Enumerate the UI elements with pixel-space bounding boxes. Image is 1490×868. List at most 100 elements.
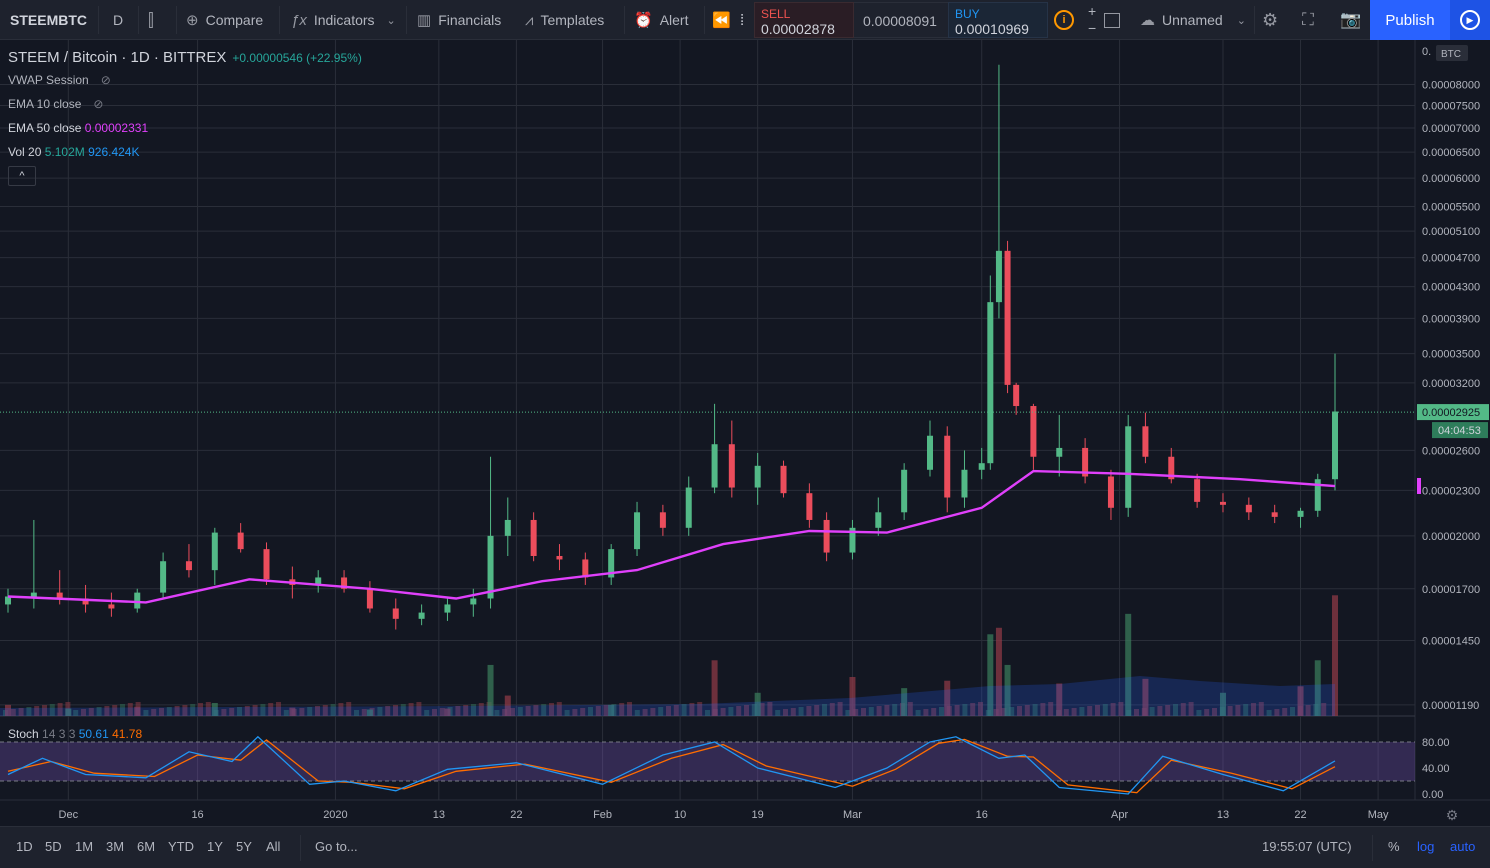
candle-body: [875, 512, 882, 528]
chart-style-button[interactable]: ⫿: [148, 0, 161, 40]
camera-icon: 📷: [1340, 10, 1362, 29]
time-tick-label: 22: [510, 809, 522, 821]
volume-bar: [954, 705, 960, 716]
publish-menu-button[interactable]: ▶: [1450, 0, 1490, 40]
symbol-search[interactable]: STEEMBTC: [10, 0, 87, 40]
sell-button[interactable]: SELL 0.00002878: [754, 2, 854, 38]
volume-bar: [65, 708, 72, 716]
layout-name-button[interactable]: ☁ Unnamed ⌄: [1140, 0, 1253, 40]
volume-bar: [876, 706, 882, 716]
volume-bar: [151, 709, 157, 716]
candle-body: [5, 596, 11, 605]
range-button-6m[interactable]: 6M: [137, 839, 156, 854]
templates-button[interactable]: ⩘ Templates: [525, 0, 604, 40]
range-button-5d[interactable]: 5D: [45, 839, 62, 854]
volume-bar: [1017, 706, 1022, 716]
time-tick-label: Mar: [843, 809, 862, 821]
candle-body: [185, 561, 192, 571]
symbol-title: STEEM / Bitcoin · 1D · BITTREX: [8, 49, 227, 66]
candle-body: [1082, 447, 1089, 477]
financials-button[interactable]: ▥ Financials: [417, 0, 501, 40]
divider: [1254, 6, 1255, 34]
fullscreen-button[interactable]: ⛶: [1302, 0, 1321, 40]
volume-bar: [541, 704, 547, 716]
volume-legend[interactable]: Vol 20 5.102M 926.424K: [8, 145, 139, 159]
volume-bar: [798, 707, 804, 716]
price-change: +0.00000546 (+22.95%): [232, 51, 362, 65]
templates-label: Templates: [540, 12, 605, 28]
replay-button[interactable]: ⏪: [712, 0, 738, 40]
snapshot-button[interactable]: 📷: [1340, 0, 1368, 40]
compare-button[interactable]: ⊕ Compare: [186, 0, 263, 40]
volume-bar: [471, 704, 476, 716]
volume-bar: [806, 706, 812, 716]
settings-button[interactable]: ⚙: [1262, 0, 1285, 40]
publish-button[interactable]: Publish: [1370, 0, 1450, 40]
goto-button[interactable]: Go to...: [315, 839, 358, 854]
symbol-label: STEEMBTC: [10, 12, 87, 28]
stoch-pane: [0, 735, 1415, 795]
ema50-line: [7, 469, 1336, 604]
ema10-legend[interactable]: EMA 10 close ⊘: [8, 97, 103, 111]
ema50-legend[interactable]: EMA 50 close 0.00002331: [8, 121, 148, 135]
range-button-5y[interactable]: 5Y: [236, 839, 252, 854]
layout-toggle[interactable]: [1104, 0, 1120, 40]
chart-area[interactable]: 0.00008000 0.00007500 0.00007000 0.00006500…: [0, 40, 1490, 826]
minus-icon[interactable]: −: [1088, 20, 1097, 36]
drag-handle[interactable]: ⁞: [740, 0, 751, 40]
volume-ma-area: [0, 676, 1335, 716]
volume-bar: [1332, 595, 1338, 716]
time-tick-label: 19: [752, 809, 764, 821]
range-button-1m[interactable]: 1M: [75, 839, 94, 854]
divider: [138, 6, 139, 34]
volume-bar: [556, 702, 562, 716]
range-button-all[interactable]: All: [266, 839, 281, 854]
volume-bar: [174, 706, 180, 716]
volume-label: Vol 20: [8, 145, 42, 159]
volume-bar: [1071, 708, 1077, 716]
volume-bar: [978, 702, 983, 716]
volume-bars: [0, 595, 1338, 716]
time-axis[interactable]: Dec 16 2020 13 22 Feb 10 19 Mar 16 Apr 13 22 May ⚙: [59, 807, 1459, 823]
price-axis[interactable]: 0.00008000 0.00007500 0.00007000 0.00006500…: [1417, 45, 1489, 801]
candle-body: [582, 559, 589, 578]
collapse-legend-button[interactable]: ^: [8, 166, 36, 186]
buy-button[interactable]: BUY 0.00010969: [948, 2, 1048, 38]
log-toggle[interactable]: log: [1417, 839, 1434, 854]
eye-hidden-icon[interactable]: ⊘: [93, 97, 104, 111]
indicators-button[interactable]: ƒx Indicators ⌄: [291, 0, 403, 40]
volume-bar: [1134, 709, 1139, 716]
plus-circle-icon: ⊕: [186, 12, 199, 29]
volume-bar: [81, 709, 86, 716]
current-price-tag: [1417, 404, 1489, 421]
volume-bar: [268, 703, 274, 716]
info-button[interactable]: i: [1054, 0, 1074, 40]
eye-hidden-icon[interactable]: ⊘: [100, 73, 111, 87]
range-button-1d[interactable]: 1D: [16, 839, 33, 854]
alert-button[interactable]: ⏰ Alert: [634, 0, 688, 40]
plus-icon[interactable]: +: [1088, 3, 1097, 19]
stoch-legend[interactable]: Stoch 14 3 3 50.61 41.78: [8, 727, 142, 741]
clock[interactable]: 19:55:07 (UTC): [1262, 839, 1352, 854]
range-button-ytd[interactable]: YTD: [168, 839, 194, 854]
volume-bar: [260, 704, 266, 716]
range-button-3m[interactable]: 3M: [106, 839, 125, 854]
interval-button[interactable]: D: [113, 0, 123, 40]
quantity-stepper[interactable]: + −: [1088, 0, 1096, 40]
volume-bar: [134, 706, 141, 716]
vwap-legend[interactable]: VWAP Session ⊘: [8, 73, 111, 87]
volume-bar: [1305, 705, 1311, 716]
auto-toggle[interactable]: auto: [1450, 839, 1475, 854]
price-tick-label: 0.00008000: [1422, 80, 1480, 92]
percent-toggle[interactable]: %: [1388, 839, 1400, 854]
candle-body: [444, 604, 451, 613]
log-label: log: [1417, 839, 1435, 854]
divider: [624, 6, 625, 34]
volume-bar: [1282, 708, 1288, 716]
volume-bar: [970, 703, 976, 716]
price-tick-label-top: 0.: [1422, 46, 1431, 58]
volume-bar: [1079, 707, 1085, 716]
candle-body: [1194, 479, 1201, 502]
range-button-1y[interactable]: 1Y: [207, 839, 223, 854]
volume-bar: [182, 705, 188, 716]
